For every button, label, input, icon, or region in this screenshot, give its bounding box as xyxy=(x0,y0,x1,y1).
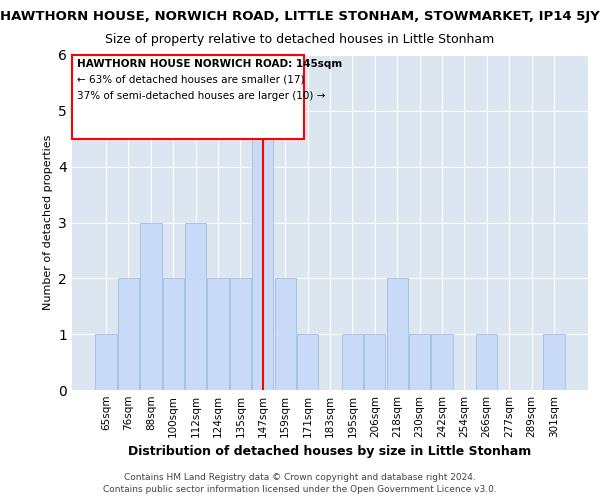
Bar xyxy=(431,334,452,390)
Bar xyxy=(275,278,296,390)
Text: Contains public sector information licensed under the Open Government Licence v3: Contains public sector information licen… xyxy=(103,485,497,494)
Bar xyxy=(185,222,206,390)
Text: ← 63% of detached houses are smaller (17): ← 63% of detached houses are smaller (17… xyxy=(77,75,304,85)
Text: 37% of semi-detached houses are larger (10) →: 37% of semi-detached houses are larger (… xyxy=(77,91,325,101)
Text: HAWTHORN HOUSE, NORWICH ROAD, LITTLE STONHAM, STOWMARKET, IP14 5JY: HAWTHORN HOUSE, NORWICH ROAD, LITTLE STO… xyxy=(0,10,600,23)
Bar xyxy=(252,111,274,390)
Bar xyxy=(163,278,184,390)
Bar xyxy=(342,334,363,390)
Bar xyxy=(230,278,251,390)
Bar xyxy=(297,334,318,390)
Bar xyxy=(386,278,408,390)
Bar xyxy=(476,334,497,390)
X-axis label: Distribution of detached houses by size in Little Stonham: Distribution of detached houses by size … xyxy=(128,446,532,458)
Bar xyxy=(95,334,117,390)
Text: Contains HM Land Registry data © Crown copyright and database right 2024.: Contains HM Land Registry data © Crown c… xyxy=(124,472,476,482)
Text: HAWTHORN HOUSE NORWICH ROAD: 145sqm: HAWTHORN HOUSE NORWICH ROAD: 145sqm xyxy=(77,59,342,69)
Bar xyxy=(208,278,229,390)
Text: Size of property relative to detached houses in Little Stonham: Size of property relative to detached ho… xyxy=(106,32,494,46)
Bar xyxy=(140,222,161,390)
Bar xyxy=(409,334,430,390)
Bar xyxy=(364,334,385,390)
Bar xyxy=(543,334,565,390)
Y-axis label: Number of detached properties: Number of detached properties xyxy=(43,135,53,310)
Bar xyxy=(118,278,139,390)
